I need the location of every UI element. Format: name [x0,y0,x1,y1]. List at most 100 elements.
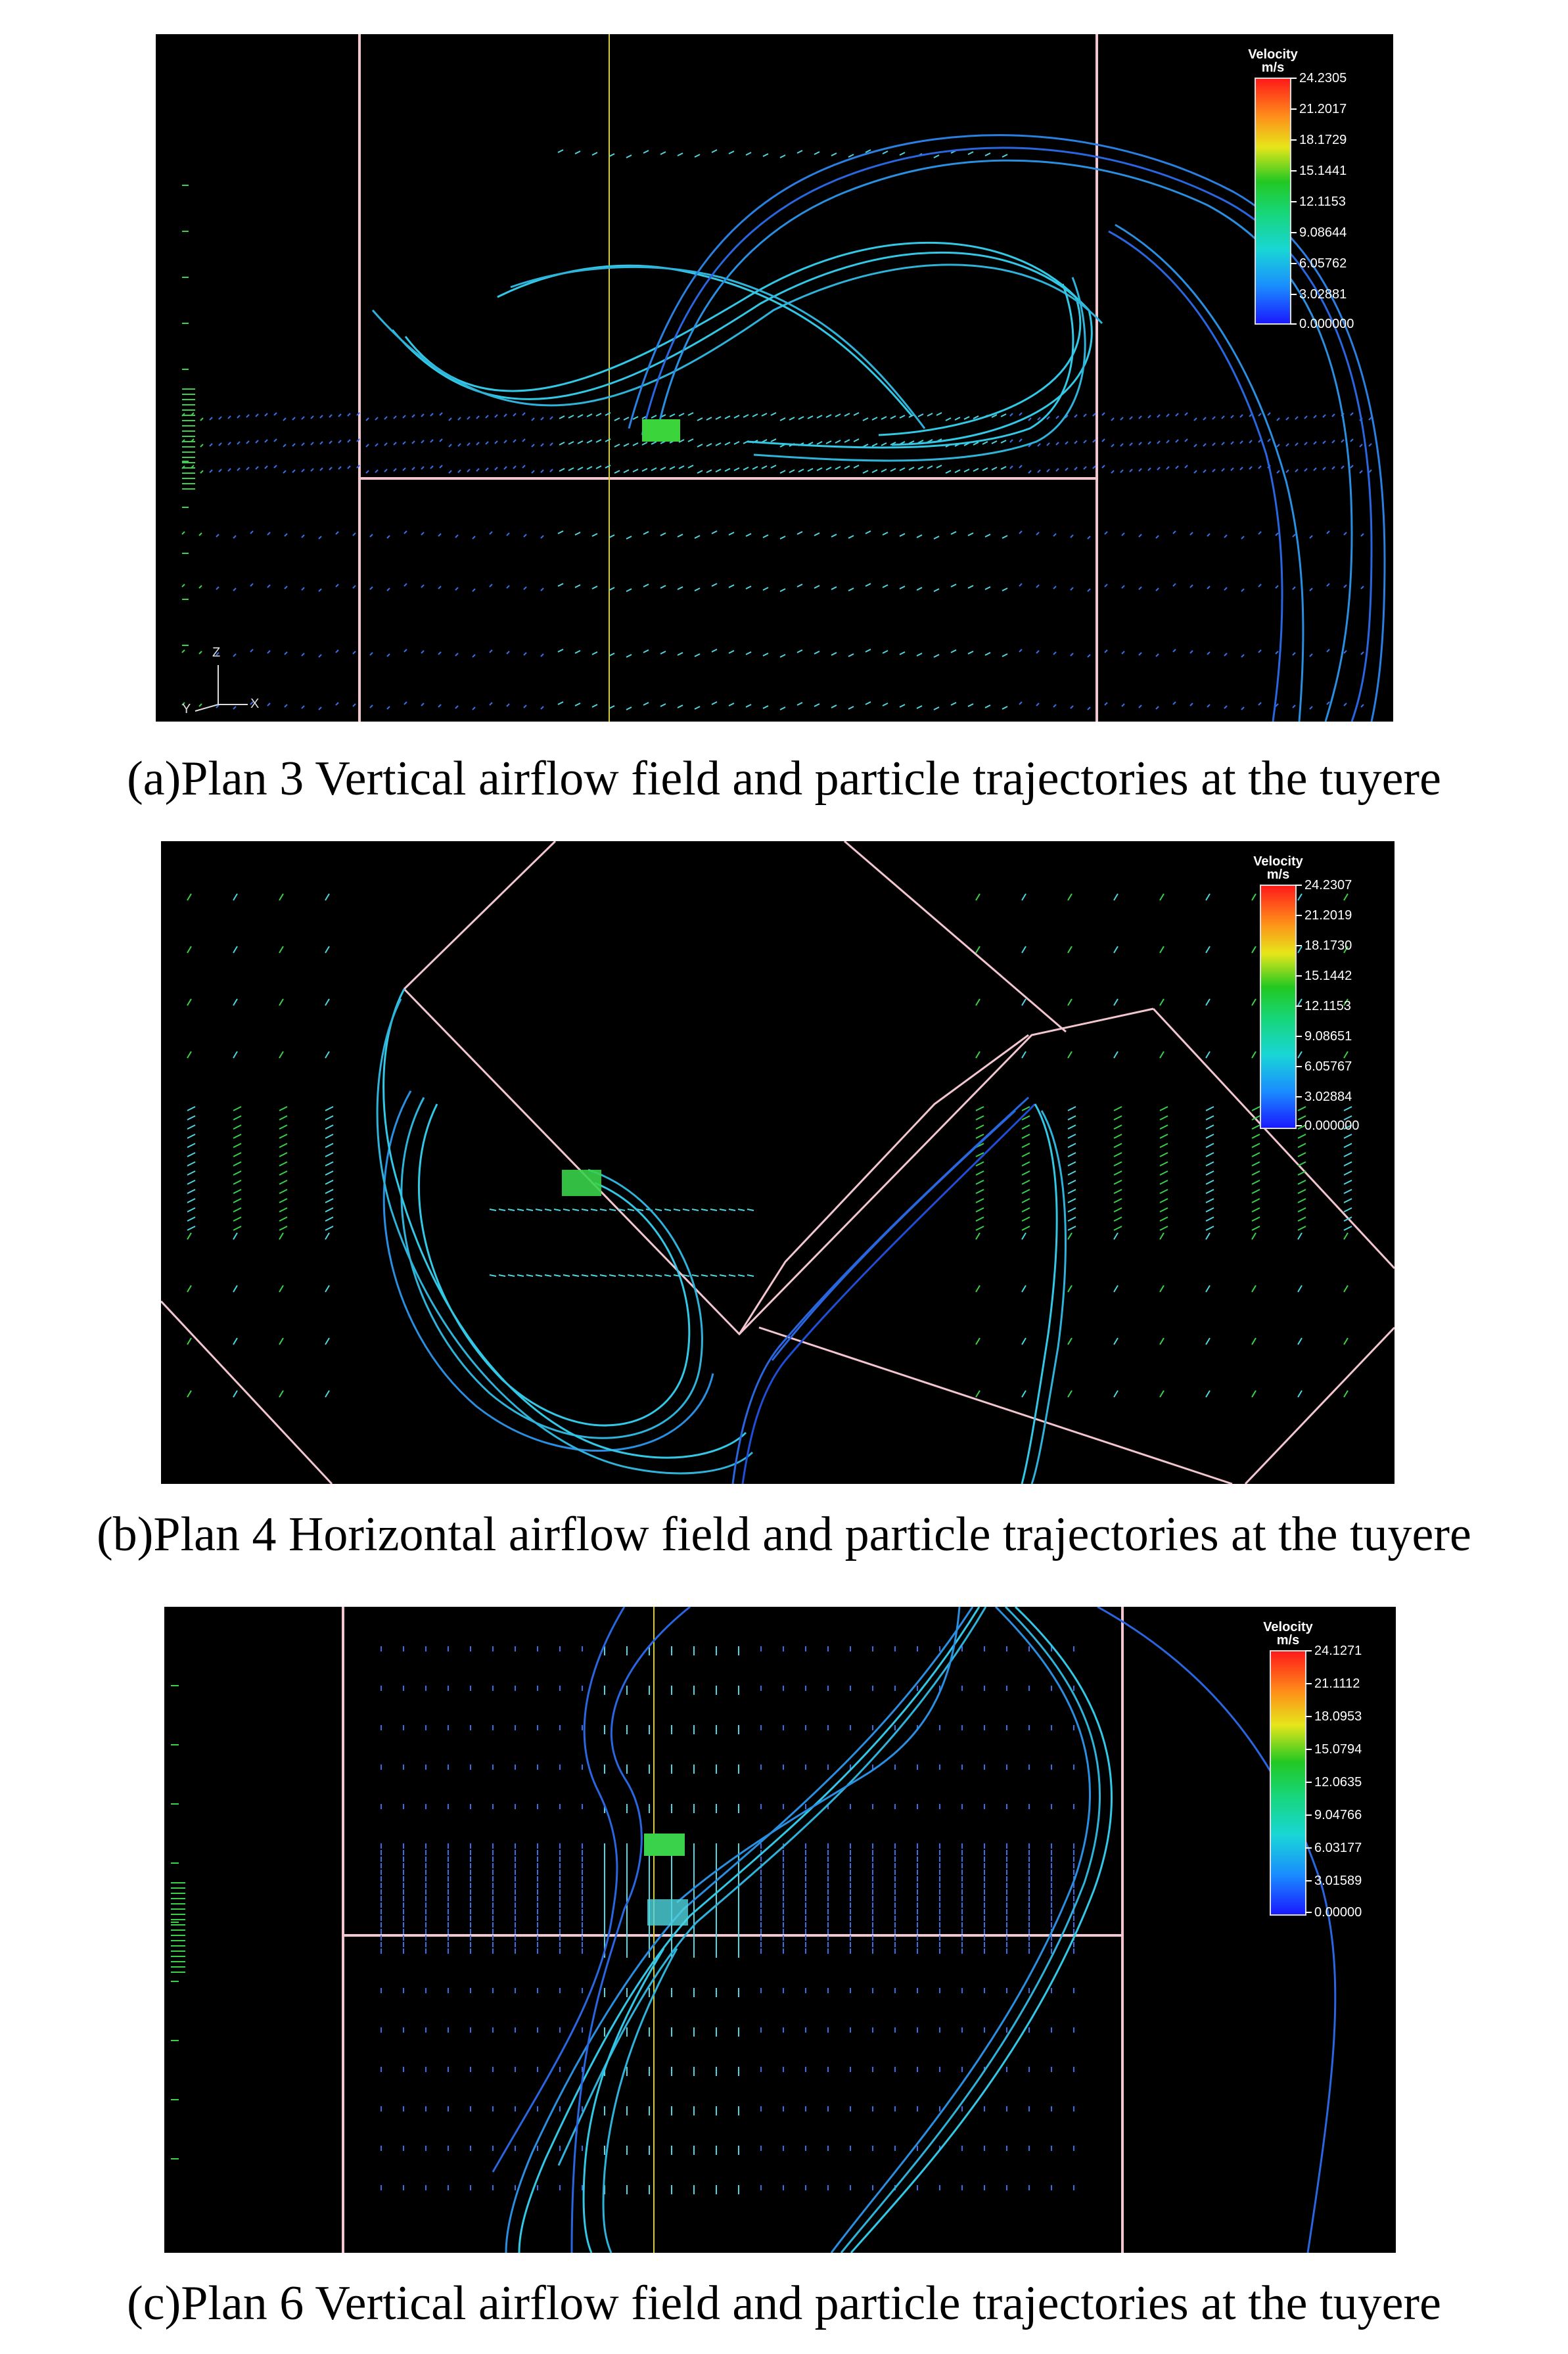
velocity-vector [1121,703,1125,707]
velocity-vector [848,588,854,591]
velocity-vector [1083,440,1087,444]
velocity-vector [899,651,906,655]
velocity-vector [535,1274,543,1277]
velocity-vector [1028,444,1032,448]
velocity-vector [816,467,823,471]
velocity-vector [752,466,758,470]
velocity-vector [301,705,305,709]
velocity-vector [591,704,598,708]
velocity-vector [1113,1152,1122,1157]
velocity-vector [1155,706,1159,710]
velocity-vector [1221,415,1225,419]
velocity-vector [917,440,924,444]
velocity-vector [489,649,493,653]
velocity-vector [682,1274,690,1277]
velocity-vector [540,417,544,421]
velocity-vector [1019,649,1023,653]
velocity-vector [908,467,915,471]
velocity-vector [743,414,749,418]
velocity-vector [1285,417,1289,421]
velocity-vector [1021,1115,1030,1120]
velocity-vector [356,465,360,469]
velocity-vector [1212,442,1216,446]
velocity-vector [1230,415,1234,419]
velocity-vector [609,705,615,709]
legend-title: Velocity [1263,1620,1313,1634]
velocity-vector [706,469,712,473]
velocity-vector [187,1189,196,1194]
velocity-vector [1055,442,1059,446]
velocity-vector [1326,701,1330,705]
velocity-vector [540,706,544,710]
velocity-vector [246,467,250,471]
velocity-vector [1205,1216,1214,1222]
velocity-vector [187,1134,196,1139]
velocity-vector [402,467,406,471]
velocity-vector [890,442,896,446]
velocity-vector [1189,703,1193,706]
velocity-vector [975,1152,984,1157]
velocity-vector [626,706,632,710]
velocity-vector [1113,1134,1122,1139]
velocity-vector [954,469,961,473]
velocity-vector [871,443,878,447]
velocity-vector [1251,1226,1260,1231]
velocity-vector [796,150,803,154]
velocity-vector [677,704,683,708]
velocity-vector [553,1209,561,1211]
velocity-vector [1067,1124,1076,1130]
velocity-vector [284,586,288,589]
velocity-vector [489,531,493,535]
velocity-vector [1159,998,1164,1006]
panel-c-figure: Velocity m/s 24.1271 21.1112 18.0953 15.… [164,1607,1396,2253]
velocity-vector [1297,1115,1306,1120]
velocity-vector [1221,442,1225,446]
velocity-vector [975,1232,980,1240]
velocity-vector [1113,1207,1122,1212]
velocity-vector [605,465,611,469]
velocity-vector [737,1274,745,1277]
velocity-vector [762,534,769,538]
velocity-vector [1309,706,1313,710]
velocity-vector [1172,583,1176,587]
velocity-vector [678,465,685,469]
velocity-vector [853,438,860,442]
velocity-vector [1067,1232,1072,1240]
velocity-vector [279,1170,288,1176]
velocity-vector [237,415,241,419]
velocity-vector [187,1152,196,1157]
velocity-vector [1343,1232,1349,1240]
velocity-vector [1157,467,1161,471]
velocity-vector [1067,1226,1076,1231]
velocity-vector [1275,532,1279,536]
velocity-vector [338,466,342,470]
velocity-vector [831,704,837,708]
velocity-vector [1343,1390,1349,1398]
velocity-vector [605,438,611,442]
velocity-vector [1203,443,1207,447]
velocity-vector [335,702,339,706]
velocity-vector [936,412,942,416]
velocity-vector [779,470,786,474]
velocity-vector [1113,1051,1118,1059]
velocity-vector [233,1106,242,1111]
velocity-vector [1021,1124,1030,1130]
velocity-vector [945,470,952,474]
velocity-vector [568,467,574,471]
velocity-vector [865,701,871,705]
velocity-vector [472,654,476,658]
velocity-vector [1159,1198,1168,1203]
velocity-vector [187,1143,196,1148]
velocity-vector [728,1274,736,1277]
velocity-vector [1343,1180,1352,1185]
velocity-vector [568,441,574,445]
velocity-vector [233,1337,238,1345]
velocity-vector [457,469,461,473]
velocity-vector [476,468,480,472]
velocity-vector [187,998,192,1006]
velocity-vector [1019,438,1023,442]
velocity-vector [1193,470,1197,474]
velocity-vector [404,649,407,653]
velocity-vector [1101,465,1105,469]
velocity-vector [691,1209,699,1211]
